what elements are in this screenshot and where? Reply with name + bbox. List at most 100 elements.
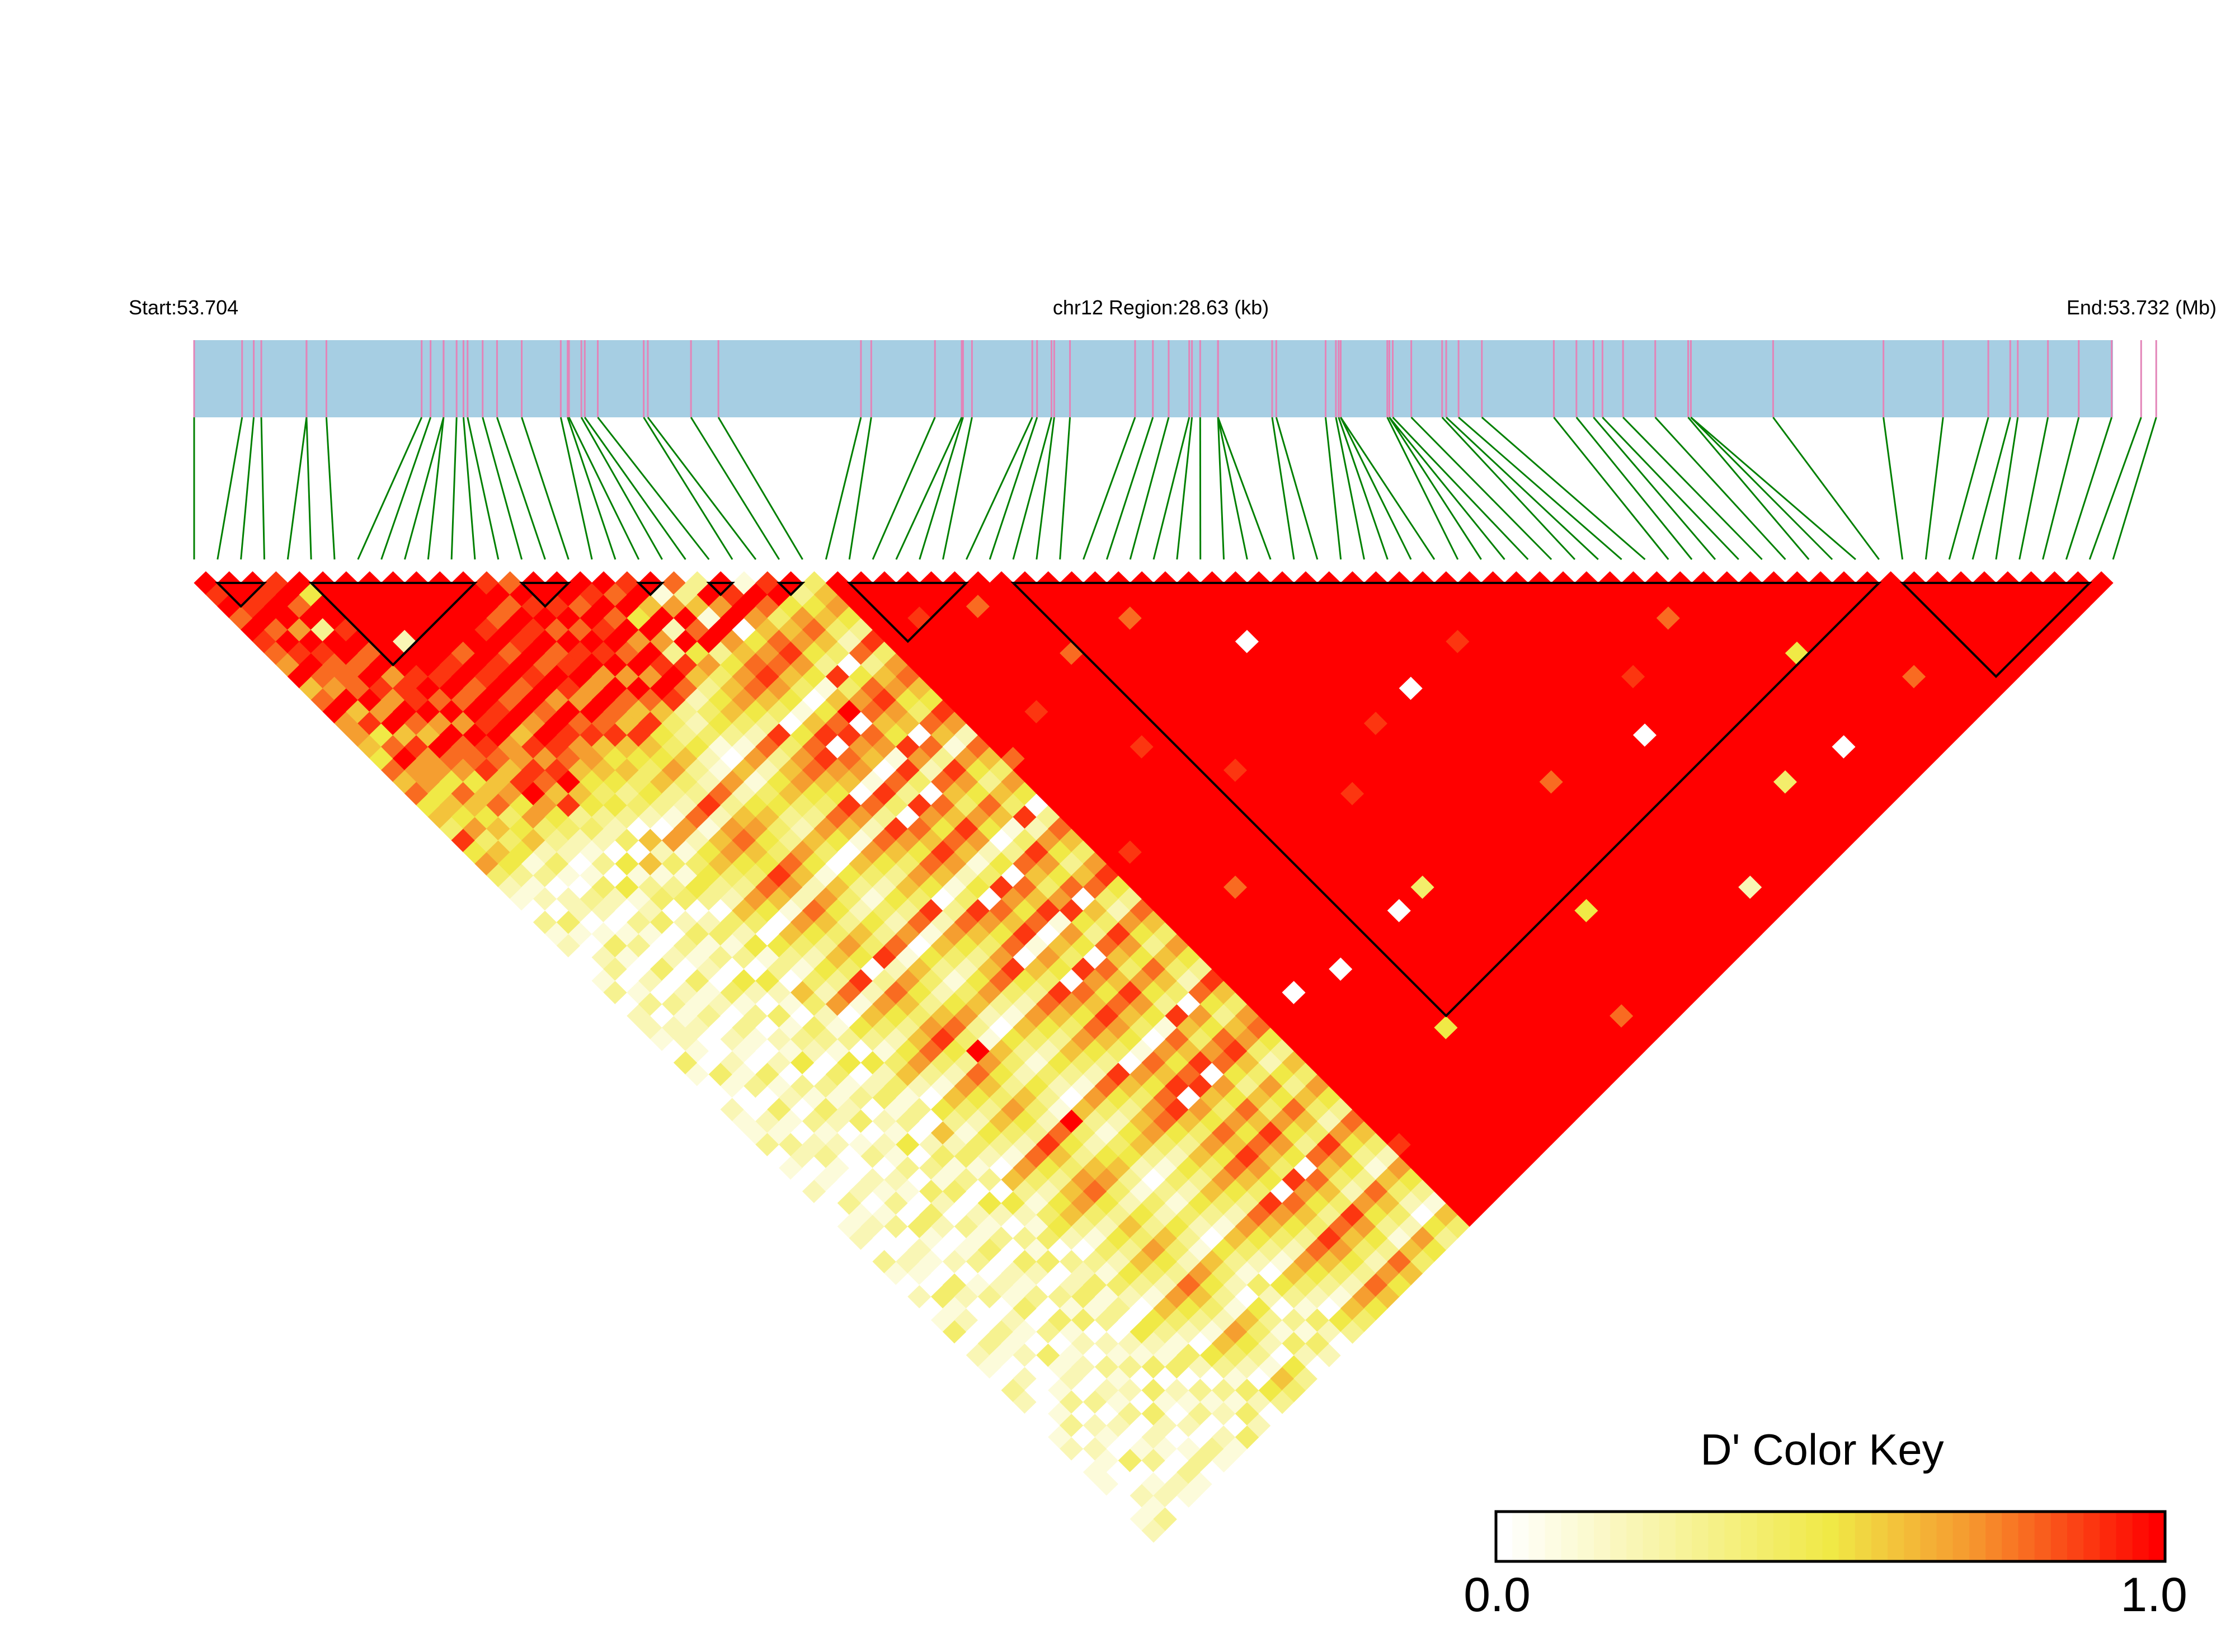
- snp-connector: [450, 417, 458, 560]
- snp-connector: [1324, 417, 1342, 560]
- snp-connector: [2088, 417, 2142, 560]
- snp-connector-lines: [193, 416, 2157, 561]
- color-key-swatch: [2132, 1512, 2149, 1561]
- snp-connector: [2042, 417, 2080, 560]
- ld-cell: [825, 571, 850, 595]
- snp-connector: [462, 417, 476, 560]
- color-key-swatch: [1496, 1512, 1513, 1561]
- color-key-swatch: [1724, 1512, 1742, 1561]
- snp-connector: [1622, 416, 1763, 561]
- ld-cell: [802, 571, 826, 595]
- ld-block-outline: [846, 582, 970, 643]
- color-key-swatch: [1545, 1512, 1562, 1561]
- ld-block-outline: [706, 582, 735, 596]
- snp-connector: [584, 417, 686, 560]
- snp-connector: [1602, 416, 1739, 561]
- snp-connector: [427, 417, 445, 560]
- snp-connector: [1129, 417, 1170, 560]
- ld-cells: [194, 571, 2114, 1543]
- snp-connector: [1971, 417, 2011, 560]
- snp-connector: [717, 417, 803, 560]
- snp-connector: [2065, 417, 2112, 560]
- ld-block-outline: [636, 582, 665, 596]
- snp-connector: [1575, 417, 1693, 560]
- snp-connector: [240, 417, 255, 560]
- snp-connector: [357, 417, 423, 560]
- snp-connector: [305, 417, 312, 560]
- color-key-swatch: [1675, 1512, 1693, 1561]
- color-key-swatch: [1773, 1512, 1791, 1561]
- snp-connector: [1446, 416, 1599, 561]
- ld-cell: [989, 571, 1014, 595]
- ld-block-outline: [519, 582, 572, 608]
- snp-connector: [1481, 416, 1646, 561]
- snp-connector: [597, 417, 710, 560]
- snp-connector: [1271, 417, 1295, 560]
- ld-cell: [661, 571, 686, 595]
- color-key-swatch: [1806, 1512, 1823, 1561]
- snp-connector: [1593, 417, 1716, 560]
- snp-connector: [521, 417, 570, 560]
- color-key-swatch: [2002, 1512, 2019, 1561]
- snp-connector: [1458, 416, 1622, 561]
- snp-connector: [1340, 417, 1412, 560]
- region-title-label: chr12 Region:28.63 (kb): [1053, 296, 1269, 319]
- color-key-swatch: [1822, 1512, 1839, 1561]
- ld-block-outline: [1899, 582, 2092, 679]
- snp-connector: [1410, 416, 1552, 561]
- color-key-swatch: [2067, 1512, 2085, 1561]
- ld-cell: [685, 571, 709, 595]
- snp-connector: [568, 417, 640, 560]
- color-key-swatch: [2034, 1512, 2052, 1561]
- ld-cell: [966, 571, 990, 595]
- snp-connector: [1772, 417, 1880, 560]
- snp-connector: [1690, 416, 1856, 561]
- snp-connector: [1948, 417, 1989, 560]
- color-key-gradient: [1496, 1512, 2166, 1561]
- ld-block-outline: [776, 582, 806, 596]
- color-key-swatch: [1855, 1512, 1872, 1561]
- snp-connector: [1995, 417, 2019, 560]
- snp-connector: [1690, 416, 1833, 561]
- snp-connector: [1152, 417, 1191, 560]
- snp-connector: [1392, 416, 1529, 561]
- snp-connector: [942, 417, 973, 560]
- color-key-swatch: [1610, 1512, 1627, 1561]
- snp-connector: [567, 417, 617, 560]
- ld-cell: [615, 571, 639, 595]
- ld-block-outline: [308, 582, 478, 667]
- snp-connector: [1217, 417, 1225, 560]
- snp-connector: [217, 417, 243, 560]
- snp-connector: [919, 417, 964, 560]
- snp-connector: [1386, 417, 1459, 560]
- snp-connector: [325, 417, 336, 560]
- color-key-swatch: [2100, 1512, 2117, 1561]
- color-key-swatch: [2148, 1512, 2166, 1561]
- snp-connector: [1275, 417, 1319, 560]
- snp-connector: [643, 417, 733, 560]
- color-key-swatch: [1561, 1512, 1578, 1561]
- color-key-swatch: [1643, 1512, 1660, 1561]
- color-key-swatch: [1904, 1512, 1921, 1561]
- color-key-swatch: [1920, 1512, 1937, 1561]
- snp-connector: [848, 417, 872, 560]
- snp-connector: [1338, 417, 1389, 560]
- ld-cell: [591, 571, 616, 595]
- color-key-swatch: [1936, 1512, 1954, 1561]
- ld-cell: [1879, 571, 1903, 595]
- ld-cell: [2089, 571, 2114, 595]
- snp-connector: [989, 417, 1038, 560]
- ld-cell: [732, 571, 756, 595]
- snp-connector: [580, 417, 663, 560]
- color-key-swatch: [1740, 1512, 1758, 1561]
- snp-connector: [690, 417, 780, 560]
- color-key-swatch: [2083, 1512, 2101, 1561]
- region-end-label: End:53.732 (Mb): [2067, 296, 2217, 319]
- snp-connector: [380, 417, 432, 560]
- snp-connector: [966, 417, 1033, 560]
- snp-connector: [1105, 417, 1154, 560]
- color-key-swatch: [2050, 1512, 2068, 1561]
- color-key-swatch: [1985, 1512, 2003, 1561]
- ld-cell: [498, 571, 523, 595]
